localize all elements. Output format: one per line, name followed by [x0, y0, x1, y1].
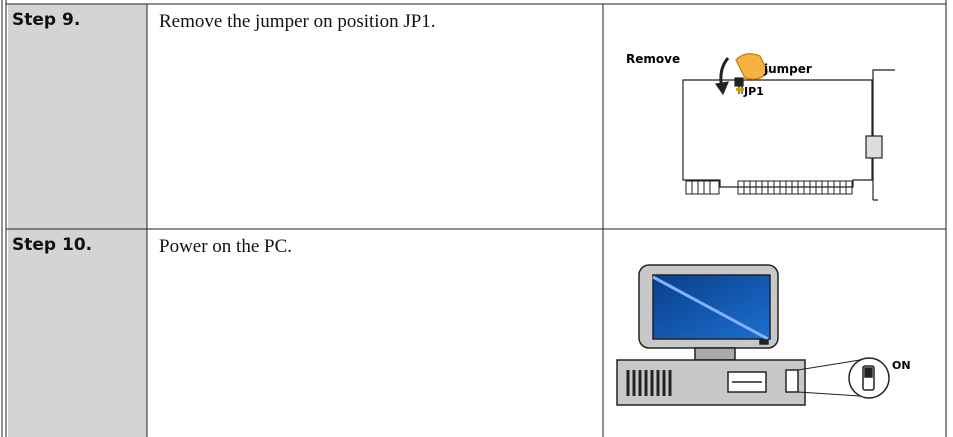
step-label: Step 9.: [12, 10, 81, 30]
pc-figure: [616, 264, 890, 406]
description-cell: Remove the jumper on position JP1.: [147, 4, 603, 229]
step-label: Step 10.: [12, 235, 93, 255]
figure-label: ON: [892, 359, 911, 372]
card-figure: [682, 53, 895, 201]
step-cell: Step 10.: [8, 229, 147, 437]
description-cell: Power on the PC.: [147, 229, 603, 437]
description: Remove the jumper on position JP1.: [159, 11, 436, 32]
description: Power on the PC.: [159, 236, 292, 257]
figure-label: Remove: [626, 52, 680, 66]
figure-label: JP1: [743, 85, 764, 98]
figure-label: jumper: [763, 62, 812, 76]
step-cell: Step 9.: [8, 4, 147, 229]
